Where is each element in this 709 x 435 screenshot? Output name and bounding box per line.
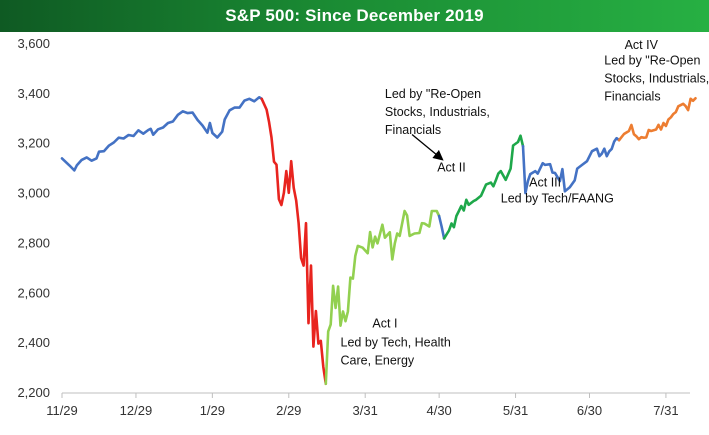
y-tick-label: 2,200 [17, 385, 50, 400]
series-line-1 [60, 96, 264, 172]
series-line-6 [521, 136, 621, 195]
series-line-3 [324, 209, 441, 386]
y-tick-label: 3,200 [17, 136, 50, 151]
series-line-4 [437, 214, 446, 240]
y-tick-label: 2,400 [17, 335, 50, 350]
y-tick-label: 2,600 [17, 285, 50, 300]
annotation-arrow [411, 133, 444, 161]
y-tick-label: 3,000 [17, 186, 50, 201]
chart-title-bar: S&P 500: Since December 2019 [0, 0, 709, 32]
x-tick-label: 4/30 [426, 403, 451, 418]
x-tick-label: 3/31 [353, 403, 378, 418]
x-tick-label: 6/30 [577, 403, 602, 418]
annotation-3: Led by "Re-Open Stocks, Industrials, Finan… [385, 87, 490, 137]
annotation-7: Act I [372, 317, 397, 331]
series-line-7 [617, 97, 697, 142]
annotation-5: Act III [529, 176, 561, 190]
x-tick-label: 5/31 [503, 403, 528, 418]
annotation-6: Led by Tech/FAANG [501, 192, 614, 206]
annotation-8: Led by Tech, Health Care, Energy [341, 335, 451, 367]
series-line-2 [260, 97, 328, 386]
annotation-4: Act II [437, 161, 465, 175]
x-tick-label: 2/29 [276, 403, 301, 418]
y-tick-label: 3,400 [17, 86, 50, 101]
y-tick-label: 2,800 [17, 235, 50, 250]
x-tick-label: 1/29 [200, 403, 225, 418]
x-tick-label: 11/29 [46, 403, 78, 418]
annotation-1: Act IV [625, 38, 659, 52]
y-tick-label: 3,600 [17, 36, 50, 51]
x-tick-label: 12/29 [120, 403, 153, 418]
series-line-5 [442, 134, 525, 240]
sp500-line-chart: 2,200 2,400 2,600 2,800 3,000 3,200 3,400 3,600… [17, 36, 709, 418]
annotation-2: Led by "Re-Open Stocks, Industrials, Finan… [604, 54, 709, 104]
x-tick-label: 7/31 [653, 403, 678, 418]
chart-title: S&P 500: Since December 2019 [225, 6, 484, 25]
